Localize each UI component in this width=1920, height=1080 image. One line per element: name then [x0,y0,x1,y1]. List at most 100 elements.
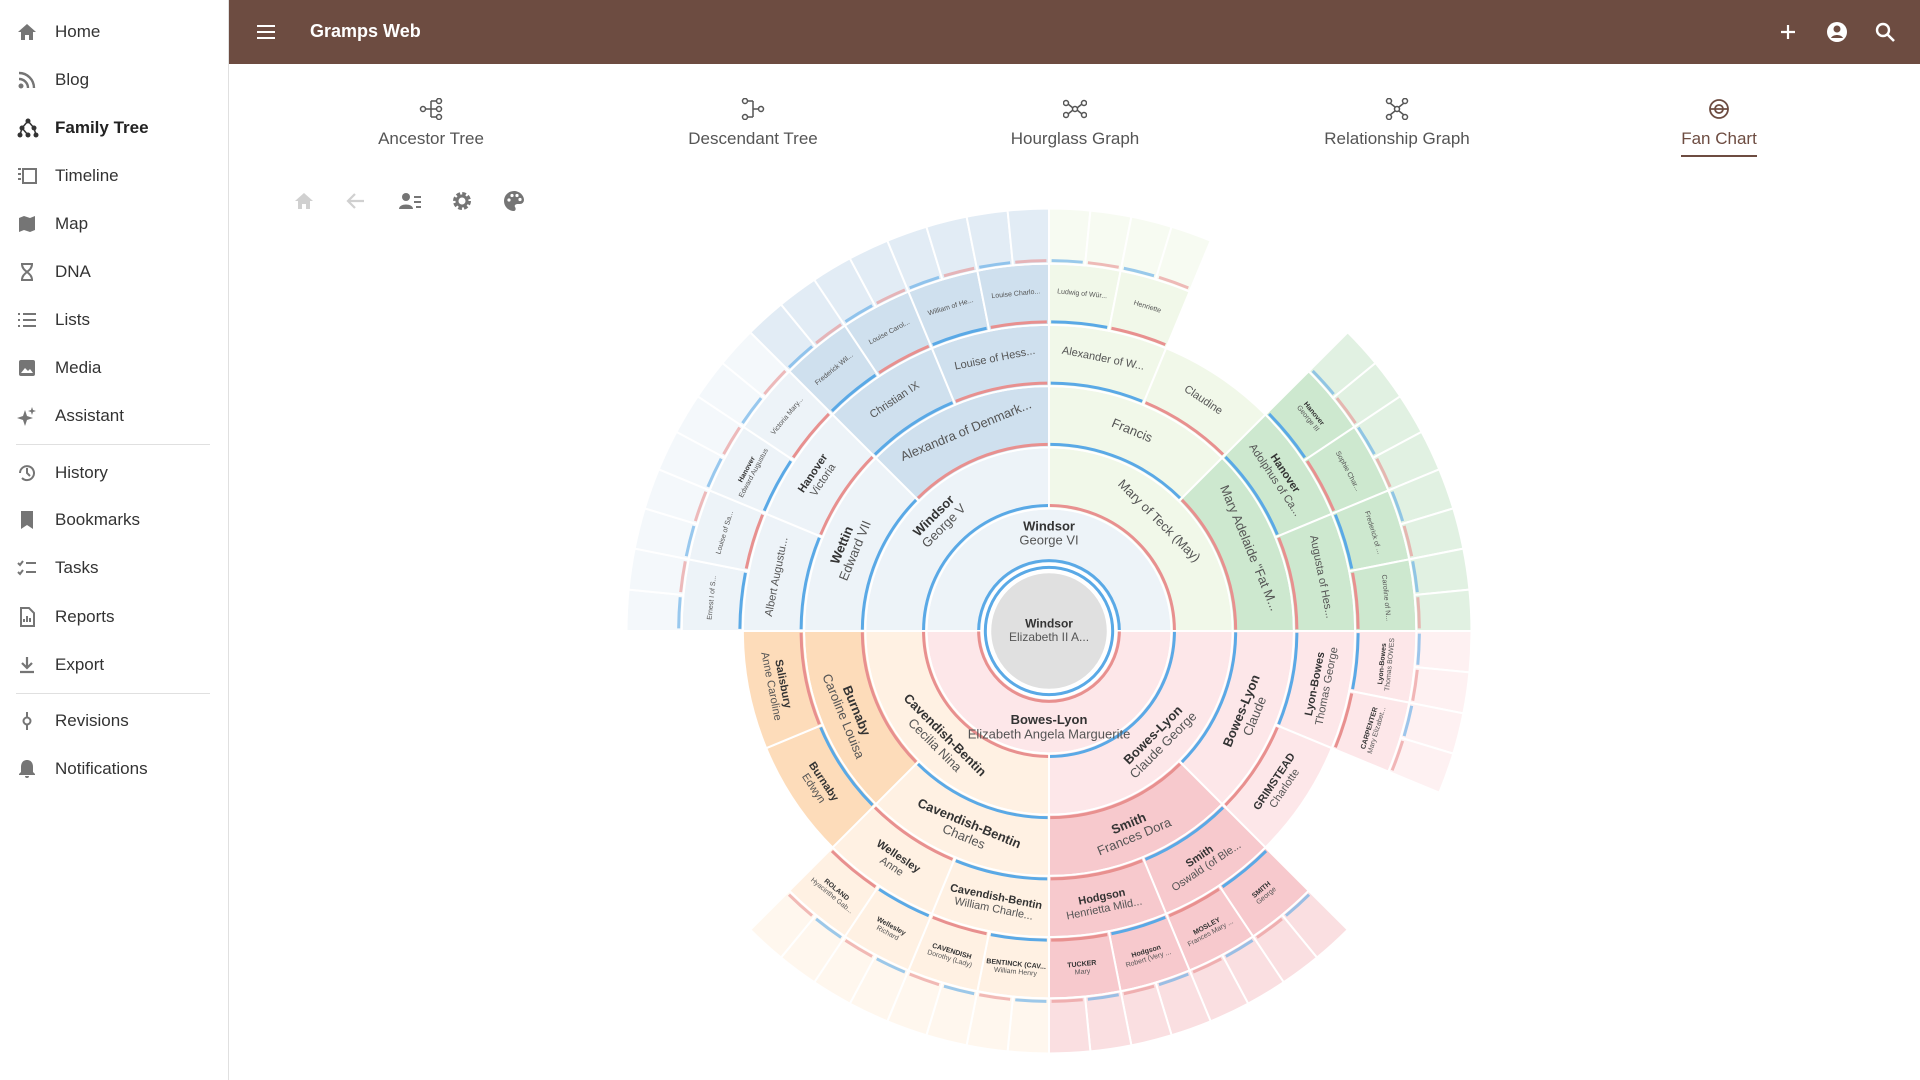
person-button[interactable] [398,190,422,212]
given-name: George VI [1019,533,1078,548]
nav-item[interactable]: Map [0,204,228,244]
search-button[interactable] [1874,21,1896,43]
sidebar: Home Blog Family Tree Timeline Map DNA L… [0,0,229,1080]
sex-indicator [1411,669,1419,701]
add-button[interactable] [1778,22,1798,42]
nav-label: Blog [55,70,90,89]
sex-indicator [684,525,696,557]
sex-indicator [955,381,1048,403]
sex-indicator [916,762,1048,820]
given-name: Ernest I of S... [707,575,718,620]
sex-indicator [876,288,906,305]
nav-item[interactable]: Lists [0,300,228,340]
sex-indicator [791,412,830,459]
sex-indicator [1221,850,1268,889]
sex-indicator [1268,412,1307,459]
nav-label: Notifications [55,759,148,778]
sex-indicator [1051,998,1083,1003]
nav-item[interactable]: Blog [0,60,228,100]
app-bar: Gramps Web [229,0,1920,64]
sex-indicator [860,632,918,764]
sex-indicator [1277,632,1299,725]
tab[interactable]: Fan Chart [1589,98,1849,157]
person-wedge [1413,630,1473,674]
icon [17,560,36,576]
nav-label: Media [55,358,102,377]
sex-indicator [860,498,918,630]
tab-label: Relationship Graph [1324,129,1470,148]
person-wedge [1387,736,1455,794]
tab[interactable]: Ancestor Tree [301,97,561,149]
divider [16,693,210,694]
tab-icon [419,97,443,121]
nav-item[interactable]: Bookmarks [0,500,228,540]
icon [21,511,33,529]
nav-item[interactable]: Timeline [0,156,228,196]
home-button[interactable] [293,190,315,212]
nav-item[interactable]: Tasks [0,548,228,588]
nav-item[interactable]: Media [0,348,228,388]
nav-item[interactable]: Revisions [0,701,228,741]
sex-indicator [1050,762,1182,820]
tab-indicator [1681,155,1757,157]
sex-indicator [738,572,747,629]
sex-indicator [819,455,874,536]
sex-indicator [1416,597,1421,629]
tab[interactable]: Relationship Graph [1267,97,1527,149]
person-label: Caroline of N... [1380,574,1392,621]
nav-item[interactable]: History [0,453,228,493]
tab[interactable]: Hourglass Graph [945,98,1205,149]
nav-label: Export [55,655,105,674]
sex-indicator [1311,369,1335,396]
sex-indicator [1390,491,1405,522]
sex-indicator [1144,806,1225,861]
icon [19,465,35,482]
tab-icon [1062,99,1088,119]
sex-indicator [909,275,940,290]
sex-indicator [1087,261,1119,269]
sex-indicator [799,632,821,725]
sex-indicator [799,537,821,630]
nav-item[interactable]: Notifications [0,749,228,789]
nav-label: DNA [55,262,91,281]
sex-indicator [844,939,873,958]
nav-label: Home [55,22,101,41]
nav-item[interactable]: Reports [0,597,228,637]
person-label: Louise Charlo... [991,288,1041,300]
wedges [625,207,1473,1055]
sex-indicator [677,597,682,629]
sex-indicator [916,442,1048,500]
icon [17,118,39,138]
nav-item[interactable]: Export [0,645,228,685]
settings-button[interactable] [451,190,473,212]
sex-indicator [819,726,874,807]
sex-indicator [1111,916,1166,936]
sex-indicator [1192,957,1222,974]
sex-indicator [977,631,1121,704]
sex-indicator [693,491,708,522]
tab[interactable]: Descendant Tree [623,97,883,149]
nav-item[interactable]: Assistant [0,396,228,436]
nav-item[interactable]: DNA [0,252,228,292]
nav-item[interactable]: Family Tree [0,108,228,148]
sex-indicator [1225,939,1254,958]
sex-indicator [1390,740,1405,771]
sex-indicator [878,887,930,918]
nav-item[interactable]: Home [0,12,228,52]
sex-indicator [932,326,987,346]
sex-indicator [1015,259,1047,264]
sex-indicator [1051,933,1108,942]
sex-indicator [1284,893,1311,917]
color-button[interactable] [503,190,525,212]
back-button[interactable] [345,190,367,212]
account-button[interactable] [1826,21,1848,43]
menu-button[interactable] [256,22,276,42]
sex-indicator [1334,693,1354,748]
sex-indicator [744,514,764,569]
sex-indicator [1402,705,1414,737]
